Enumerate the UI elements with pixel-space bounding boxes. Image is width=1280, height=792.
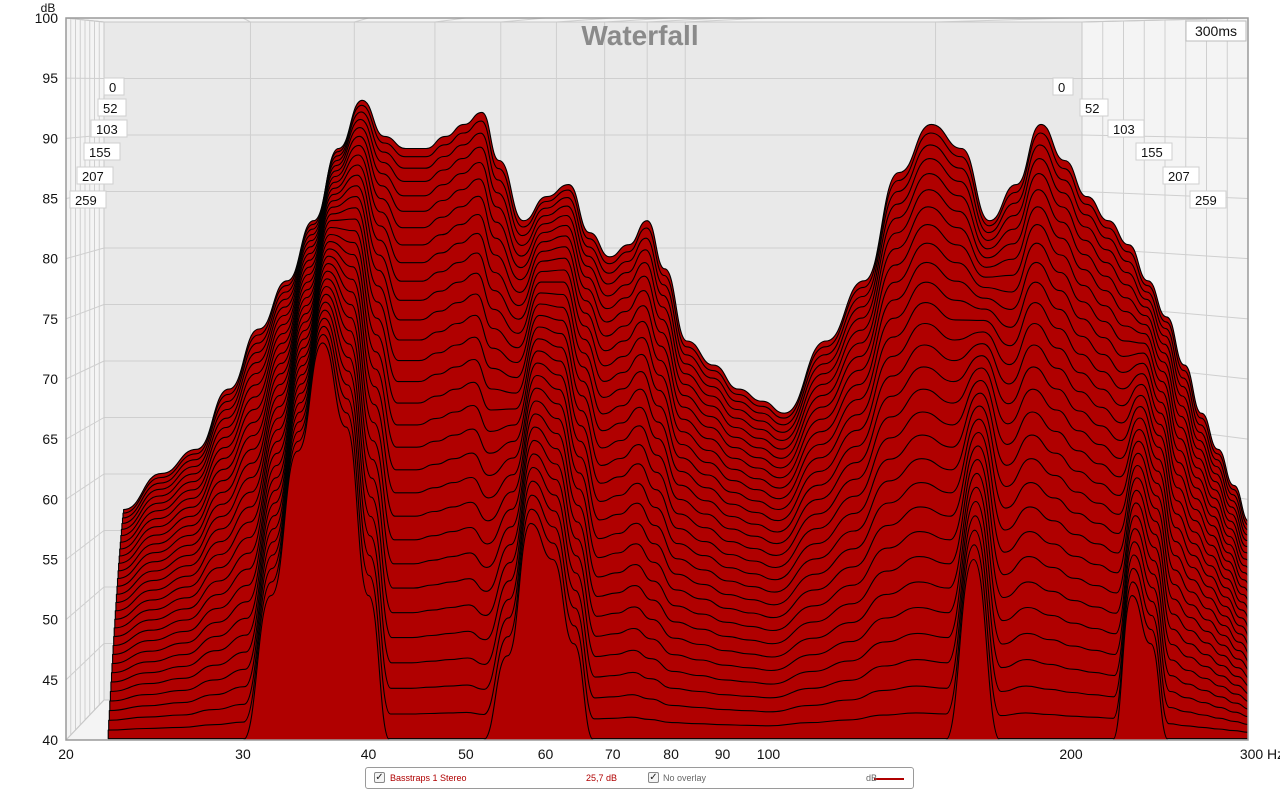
y-tick-label-100: 100: [35, 10, 59, 26]
legend-bar: ✓ Basstraps 1 Stereo 25,7 dB ✓ No overla…: [365, 767, 914, 789]
trace-swatch: [874, 778, 904, 780]
y-tick-label-85: 85: [42, 191, 58, 207]
x-tick-label-1: 30: [235, 746, 251, 762]
y-tick-label-95: 95: [42, 70, 58, 86]
waterfall-slices: [107, 99, 1248, 740]
slice-label-box-right-1: [1079, 98, 1109, 117]
waterfall-slice-29: [107, 342, 1248, 740]
slice-label-box-left-4: [76, 166, 114, 185]
overlay-unit: dB: [866, 773, 878, 783]
slice-label-right-259: 259: [1195, 193, 1217, 208]
y-tick-label-50: 50: [42, 612, 58, 628]
y-tick-label-55: 55: [42, 552, 58, 568]
slice-label-box-right-0: [1052, 77, 1074, 96]
y-tick-label-40: 40: [42, 732, 58, 748]
y-tick-label-60: 60: [42, 491, 58, 507]
trace-checkbox[interactable]: ✓: [374, 772, 385, 783]
slice-label-box-right-3: [1135, 142, 1173, 161]
x-tick-label-5: 70: [605, 746, 621, 762]
slice-label-left-52: 52: [103, 101, 117, 116]
slice-label-right-155: 155: [1141, 145, 1163, 160]
x-tick-label-7: 90: [715, 746, 731, 762]
slice-label-box-left-3: [83, 142, 121, 161]
slice-label-box-left-1: [97, 98, 127, 117]
x-tick-label-6: 80: [663, 746, 679, 762]
y-tick-label-70: 70: [42, 371, 58, 387]
y-tick-label-90: 90: [42, 130, 58, 146]
slice-label-box-left-5: [69, 190, 107, 209]
y-tick-label-65: 65: [42, 431, 58, 447]
overlay-checkbox[interactable]: ✓: [648, 772, 659, 783]
y-axis-unit: dB: [41, 1, 56, 15]
trace-value: 25,7 dB: [586, 773, 618, 783]
slice-label-left-155: 155: [89, 145, 111, 160]
slice-label-box-right-2: [1107, 119, 1145, 138]
slice-label-left-207: 207: [82, 169, 104, 184]
time-window-box: [1185, 20, 1247, 42]
plot-frame: [65, 17, 1249, 741]
slice-label-left-259: 259: [75, 193, 97, 208]
slice-label-left-103: 103: [96, 122, 118, 137]
x-tick-label-9: 200: [1059, 746, 1083, 762]
x-tick-label-2: 40: [361, 746, 377, 762]
x-tick-label-8: 100: [757, 746, 781, 762]
x-tick-label-4: 60: [538, 746, 554, 762]
y-tick-label-45: 45: [42, 672, 58, 688]
y-tick-label-75: 75: [42, 311, 58, 327]
slice-label-box-right-5: [1189, 190, 1227, 209]
slice-label-right-103: 103: [1113, 122, 1135, 137]
slice-label-right-207: 207: [1168, 169, 1190, 184]
overlay-label: No overlay: [663, 773, 707, 783]
chart-title: Waterfall: [581, 20, 698, 51]
slice-label-right-0: 0: [1058, 80, 1065, 95]
x-tick-label-3: 50: [458, 746, 474, 762]
slice-label-box-right-4: [1162, 166, 1200, 185]
slice-label-box-left-0: [103, 77, 125, 96]
slice-label-right-52: 52: [1085, 101, 1099, 116]
slice-label-box-left-2: [90, 119, 128, 138]
y-tick-label-80: 80: [42, 251, 58, 267]
x-tick-label-0: 20: [58, 746, 74, 762]
plot-border: [65, 17, 1249, 741]
x-tick-label-10: 300 Hz: [1240, 746, 1280, 762]
trace-label: Basstraps 1 Stereo: [390, 773, 467, 783]
slice-label-left-0: 0: [109, 80, 116, 95]
time-window-label: 300ms: [1195, 23, 1237, 39]
